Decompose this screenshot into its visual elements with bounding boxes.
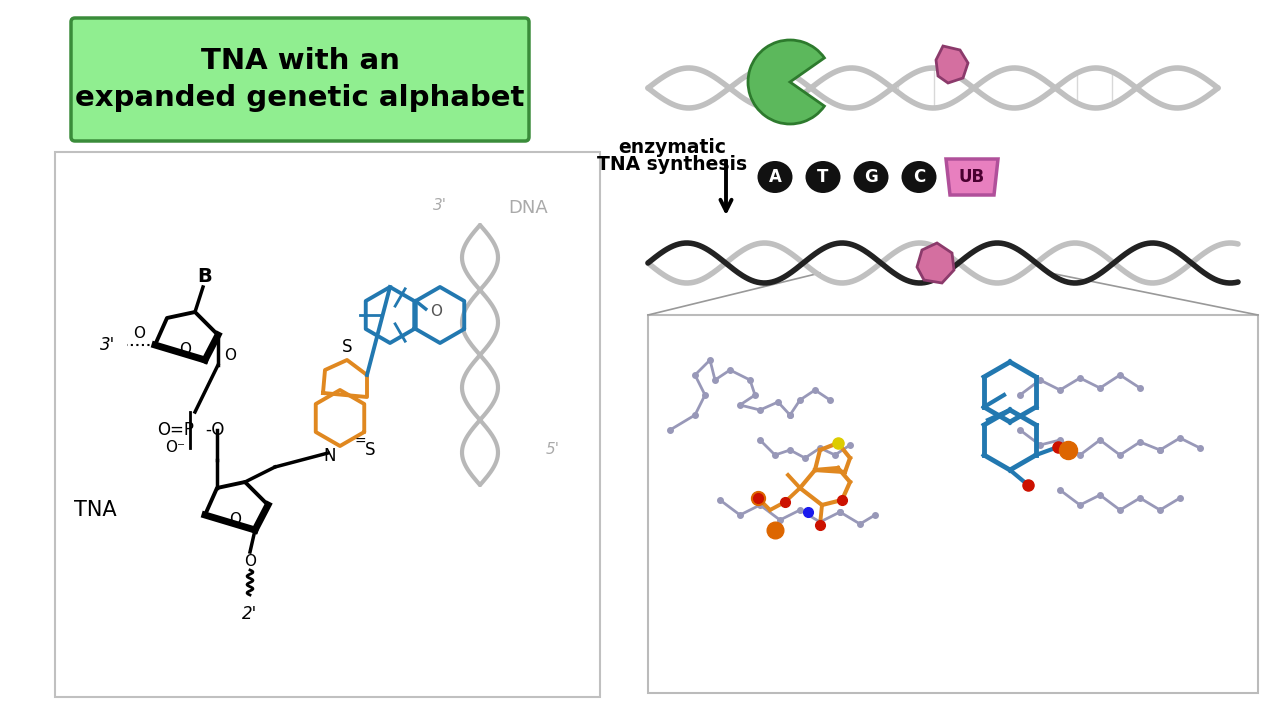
Text: 5': 5': [546, 442, 560, 457]
Text: O: O: [229, 512, 240, 527]
Text: 3': 3': [434, 197, 446, 213]
Text: O: O: [244, 554, 256, 569]
Text: O=P: O=P: [157, 421, 194, 439]
Text: O: O: [179, 342, 191, 357]
Text: UB: UB: [959, 168, 985, 186]
Text: TNA synthesis: TNA synthesis: [597, 155, 747, 174]
Polygon shape: [917, 243, 954, 283]
Polygon shape: [946, 159, 998, 195]
Text: B: B: [198, 268, 212, 286]
Ellipse shape: [806, 161, 840, 193]
FancyBboxPatch shape: [72, 18, 530, 141]
Text: enzymatic: enzymatic: [618, 138, 726, 157]
Text: -O: -O: [205, 421, 224, 439]
Text: DNA: DNA: [508, 199, 547, 217]
Wedge shape: [748, 40, 825, 124]
FancyBboxPatch shape: [55, 152, 600, 697]
Text: =: =: [354, 435, 366, 449]
Text: G: G: [865, 168, 877, 186]
Text: N: N: [324, 447, 336, 465]
FancyBboxPatch shape: [648, 315, 1259, 693]
Text: S: S: [341, 338, 352, 356]
Text: TNA: TNA: [74, 500, 116, 520]
Text: TNA with an
expanded genetic alphabet: TNA with an expanded genetic alphabet: [75, 47, 524, 112]
Ellipse shape: [902, 161, 936, 193]
Ellipse shape: [853, 161, 889, 193]
Text: 2': 2': [243, 605, 257, 623]
Text: S: S: [365, 441, 375, 459]
Text: O: O: [430, 304, 441, 319]
Text: C: C: [913, 168, 925, 186]
Text: 3': 3': [100, 336, 115, 354]
Text: O: O: [224, 348, 237, 363]
Text: O: O: [133, 325, 145, 340]
Text: O⁻: O⁻: [165, 441, 185, 455]
Ellipse shape: [757, 161, 793, 193]
Text: A: A: [769, 168, 781, 186]
Polygon shape: [936, 46, 968, 83]
Text: T: T: [817, 168, 829, 186]
